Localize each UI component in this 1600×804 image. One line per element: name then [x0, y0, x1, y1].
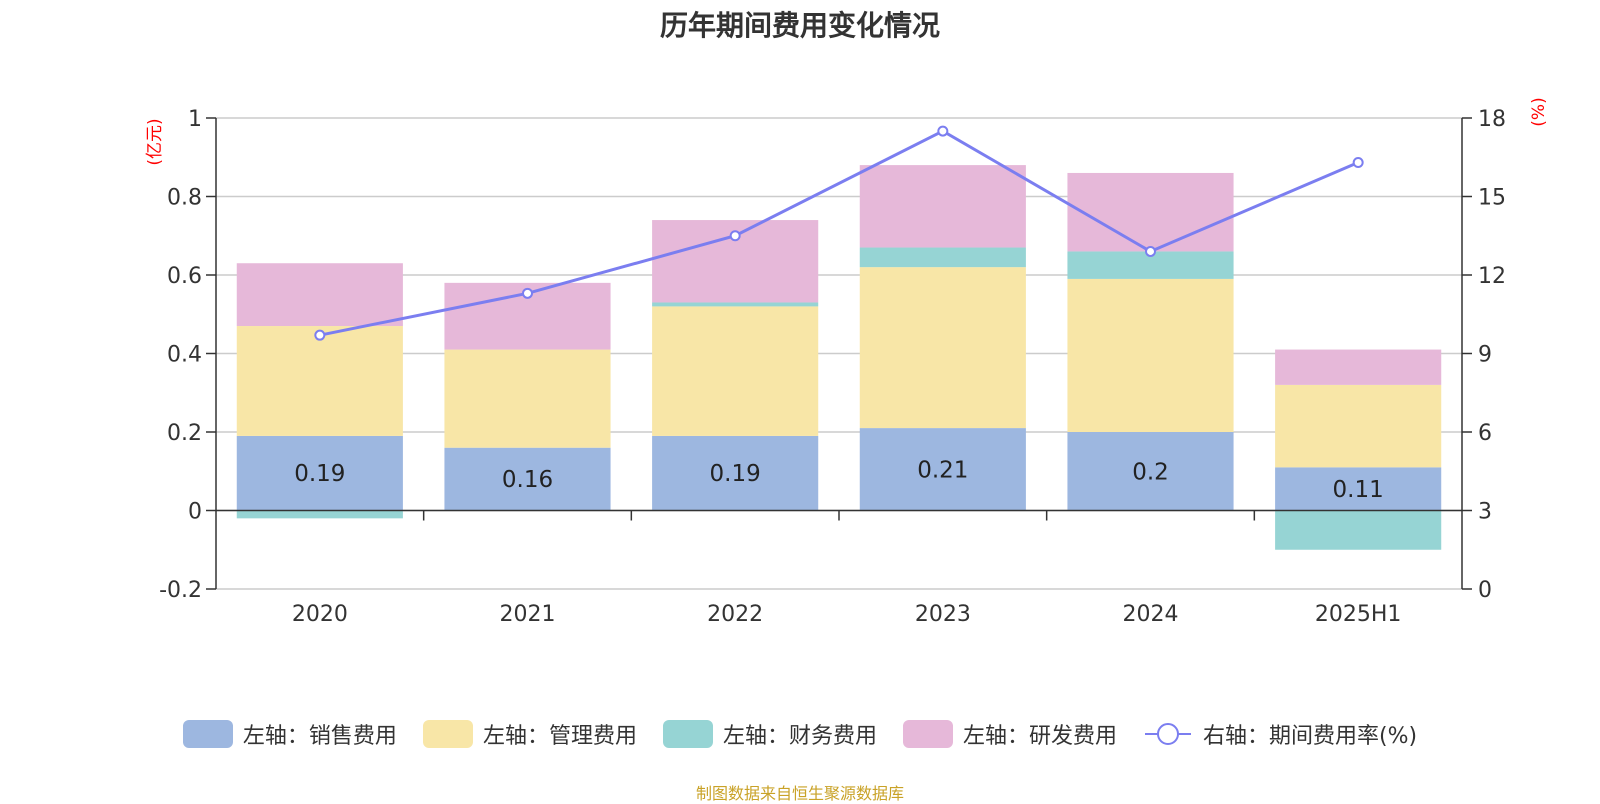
source-note: 制图数据来自恒生聚源数据库	[695, 784, 904, 803]
bar-rd-2023	[859, 165, 1026, 248]
right-axis-unit: (%)	[1529, 97, 1549, 126]
left-axis-tick-label: -0.2	[159, 578, 202, 603]
x-axis-tick-label: 2025H1	[1315, 602, 1402, 627]
bar-admin-2024	[1067, 278, 1234, 432]
rate-point-2025H1	[1352, 156, 1364, 168]
legend-item-rate[interactable]: 右轴：期间费用率(%)	[1143, 718, 1417, 750]
bar-admin-2025H1	[1275, 384, 1442, 468]
bar-rd-2020	[236, 263, 403, 327]
left-axis-tick-label: 0.8	[167, 186, 202, 211]
x-axis-tick-label: 2021	[500, 602, 556, 627]
legend-item-admin[interactable]: 左轴：管理费用	[422, 718, 637, 750]
rate-point-2021	[522, 287, 533, 299]
bar-admin-2020	[236, 326, 403, 436]
legend-label-finance: 左轴：财务费用	[722, 724, 877, 749]
legend-item-rd[interactable]: 左轴：研发费用	[902, 718, 1117, 750]
bar-sales-2021	[444, 447, 611, 511]
right-axis-tick-label: 15	[1478, 186, 1506, 211]
legend-label-rate: 右轴：期间费用率(%)	[1202, 724, 1418, 749]
legend-swatch-finance	[662, 720, 713, 748]
bar-finance-2022	[652, 302, 819, 307]
bar-series	[236, 165, 1442, 550]
bar-data-label: 0.19	[294, 461, 345, 487]
legend-label-sales: 左轴：销售费用	[242, 724, 397, 749]
bar-admin-2022	[652, 306, 819, 436]
right-axis-tick-label: 3	[1478, 500, 1492, 525]
chart-title: 历年期间费用变化情况	[659, 9, 940, 42]
left-axis-unit: (亿元)	[145, 118, 165, 165]
left-axis-tick-label: 0.6	[167, 264, 202, 289]
chart-canvas: -0.2 0 0.2 0.4 0.6 0.8 1 0 3 6 9 12 15 18 2020 2021 2022…	[145, 97, 1549, 627]
bar-rd-2025H1	[1275, 349, 1442, 385]
bar-sales-2024	[1067, 432, 1234, 511]
bar-data-label: 0.19	[710, 461, 761, 487]
legend-line-icon	[1144, 723, 1191, 745]
bar-admin-2021	[444, 349, 611, 448]
legend-swatch-sales	[182, 720, 233, 748]
bar-data-label: 0.21	[917, 457, 968, 483]
bar-sales-2020	[236, 435, 403, 511]
legend-item-finance[interactable]: 左轴：财务费用	[662, 718, 877, 750]
right-axis-tick-label: 0	[1478, 578, 1492, 603]
bar-sales-2025H1	[1275, 467, 1442, 511]
bar-finance-2023	[859, 247, 1026, 268]
legend-label-rd: 左轴：研发费用	[962, 724, 1117, 749]
x-axis-tick-label: 2024	[1123, 602, 1179, 627]
left-axis-tick-label: 1	[188, 107, 202, 132]
bar-data-label: 0.2	[1132, 459, 1169, 485]
bar-sales-2022	[652, 435, 819, 511]
bar-rd-2024	[1067, 172, 1234, 252]
data-labels: 0.19 0.16 0.19 0.21 0.2 0.11	[294, 457, 1384, 503]
rate-point-2024	[1145, 245, 1156, 257]
right-axis-tick-label: 18	[1478, 107, 1506, 132]
right-axis-tick-label: 6	[1478, 421, 1492, 446]
bar-admin-2023	[859, 267, 1026, 429]
legend-swatch-admin	[422, 720, 473, 748]
axes: -0.2 0 0.2 0.4 0.6 0.8 1 0 3 6 9 12 15 18 2020 2021 2022…	[159, 107, 1506, 627]
bar-data-label: 0.11	[1333, 477, 1384, 503]
rate-line	[319, 129, 1359, 337]
rate-point-2022	[729, 230, 741, 242]
x-axis-tick-label: 2023	[915, 602, 971, 627]
rate-point-2020	[314, 329, 326, 341]
x-axis-tick-label: 2022	[707, 602, 763, 627]
legend-swatch-rd	[902, 720, 953, 748]
left-axis-tick-label: 0.2	[167, 421, 202, 446]
legend-item-sales[interactable]: 左轴：销售费用	[182, 718, 397, 750]
bar-finance-2020	[236, 510, 403, 519]
line-series	[314, 125, 1364, 341]
bar-sales-2023	[859, 428, 1026, 511]
right-axis-tick-label: 9	[1478, 343, 1492, 368]
legend-label-admin: 左轴：管理费用	[482, 724, 637, 749]
rate-point-2023	[937, 125, 949, 137]
left-axis-tick-label: 0	[188, 500, 202, 525]
left-axis-tick-label: 0.4	[167, 343, 202, 368]
x-axis-tick-label: 2020	[292, 602, 348, 627]
legend: 左轴：销售费用 左轴：管理费用 左轴：财务费用 左轴：研发费用 右轴：期间费用率…	[0, 718, 1600, 750]
right-axis-tick-label: 12	[1478, 264, 1506, 289]
bar-data-label: 0.16	[502, 467, 553, 493]
bar-finance-2025H1	[1275, 510, 1442, 550]
